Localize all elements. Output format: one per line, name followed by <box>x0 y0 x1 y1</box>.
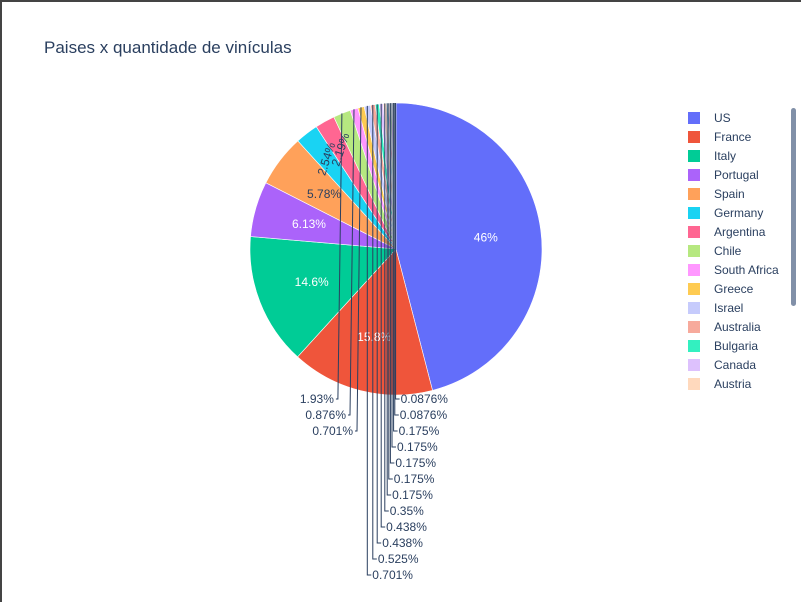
legend-item[interactable]: Chile <box>688 244 742 258</box>
legend-label: France <box>714 130 752 144</box>
legend-item[interactable]: Spain <box>688 187 745 201</box>
leader-line <box>348 109 355 416</box>
leader-line <box>366 105 372 576</box>
legend-label: South Africa <box>714 263 779 277</box>
legend-swatch <box>688 378 700 390</box>
leader-line <box>384 103 389 512</box>
slice-label: 14.6% <box>295 275 329 289</box>
legend-label: Germany <box>714 206 763 220</box>
pie-labels: 46%15.8%14.6%6.13%5.78%2.54%2.19%1.93%0.… <box>292 103 498 582</box>
legend-label: Greece <box>714 282 754 296</box>
slice-label: 0.876% <box>305 408 346 422</box>
legend-swatch <box>688 131 700 143</box>
slice-label: 46% <box>474 231 498 245</box>
legend-swatch <box>688 245 700 257</box>
legend-item[interactable]: Greece <box>688 282 754 296</box>
legend: US France Italy Portugal Spain Germany Argenti… <box>688 111 779 391</box>
legend-label: Portugal <box>714 168 759 182</box>
legend-item[interactable]: Portugal <box>688 168 759 182</box>
legend-swatch <box>688 150 700 162</box>
legend-swatch <box>688 359 700 371</box>
slice-label: 0.701% <box>372 568 413 582</box>
leader-line <box>380 103 386 528</box>
slice-label: 0.525% <box>378 552 419 566</box>
legend-item[interactable]: US <box>688 111 731 125</box>
legend-scrollbar[interactable] <box>791 108 796 306</box>
legend-swatch <box>688 207 700 219</box>
leader-line <box>355 107 362 432</box>
legend-item[interactable]: Israel <box>688 301 743 315</box>
legend-label: Argentina <box>714 225 766 239</box>
legend-item[interactable]: South Africa <box>688 263 779 277</box>
legend-label: Spain <box>714 187 745 201</box>
legend-swatch <box>688 321 700 333</box>
legend-label: Australia <box>714 320 761 334</box>
slice-label: 0.35% <box>390 504 424 518</box>
slice-label: 15.8% <box>357 330 391 344</box>
leader-line <box>376 104 382 544</box>
leader-line <box>395 103 400 400</box>
slice-label: 0.0876% <box>400 408 448 422</box>
legend-label: Austria <box>714 377 752 391</box>
leader-line <box>372 104 377 560</box>
legend-label: Italy <box>714 149 736 163</box>
legend-label: Bulgaria <box>714 339 758 353</box>
legend-swatch <box>688 188 700 200</box>
legend-label: Israel <box>714 301 743 315</box>
slice-label: 0.175% <box>397 440 438 454</box>
pie-slice[interactable] <box>395 102 543 391</box>
legend-swatch <box>688 302 700 314</box>
leader-line <box>389 103 395 464</box>
slice-label: 0.438% <box>382 536 423 550</box>
legend-swatch <box>688 112 700 124</box>
legend-item[interactable]: Argentina <box>688 225 766 239</box>
leader-line <box>388 103 393 480</box>
slice-label: 0.175% <box>395 456 436 470</box>
legend-item[interactable]: Canada <box>688 358 756 372</box>
leader-line <box>386 103 392 496</box>
slice-label: 0.175% <box>399 424 440 438</box>
legend-item[interactable]: France <box>688 130 752 144</box>
slice-label: 0.0876% <box>401 392 449 406</box>
legend-item[interactable]: Austria <box>688 377 752 391</box>
slice-label: 0.175% <box>394 472 435 486</box>
legend-label: Canada <box>714 358 756 372</box>
slice-label: 0.701% <box>312 424 353 438</box>
slice-label: 0.438% <box>386 520 427 534</box>
legend-swatch <box>688 169 700 181</box>
legend-swatch <box>688 226 700 238</box>
legend-item[interactable]: Italy <box>688 149 736 163</box>
leader-line <box>391 103 396 448</box>
legend-item[interactable]: Germany <box>688 206 763 220</box>
slice-label: 1.93% <box>300 392 334 406</box>
legend-label: US <box>714 111 731 125</box>
legend-item[interactable]: Australia <box>688 320 761 334</box>
leader-line <box>394 103 399 416</box>
chart-title: Paises x quantidade de vinículas <box>44 38 292 57</box>
leader-line <box>393 103 398 432</box>
legend-swatch <box>688 264 700 276</box>
legend-swatch <box>688 340 700 352</box>
pie-slice[interactable] <box>297 248 433 396</box>
slice-label: 6.13% <box>292 217 326 231</box>
legend-item[interactable]: Bulgaria <box>688 339 758 353</box>
leader-line <box>335 113 343 400</box>
slice-label: 5.78% <box>307 187 341 201</box>
legend-label: Chile <box>714 244 742 258</box>
legend-swatch <box>688 283 700 295</box>
slice-label: 0.175% <box>392 488 433 502</box>
